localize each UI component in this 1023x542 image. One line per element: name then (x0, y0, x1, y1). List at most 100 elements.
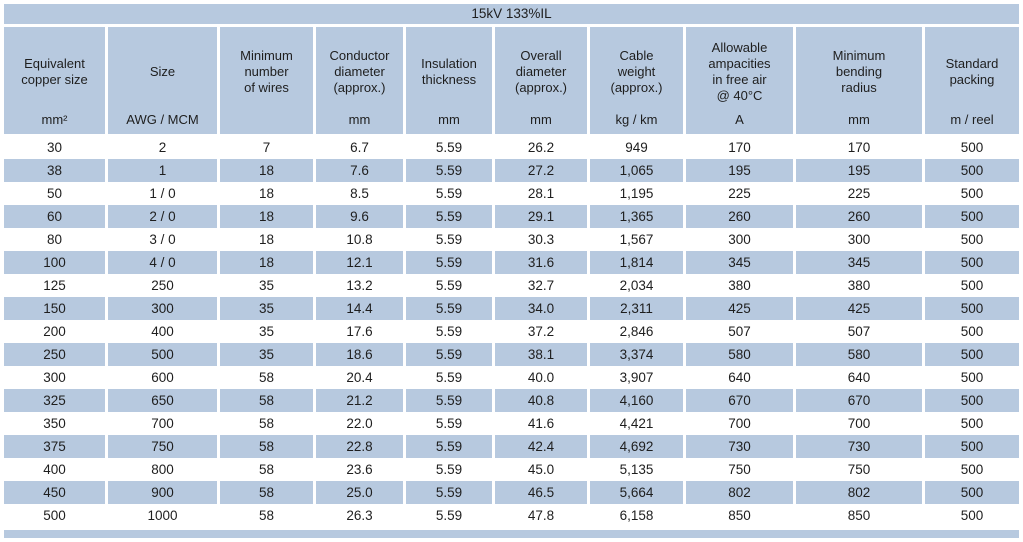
table-cell: 3 / 0 (149, 232, 176, 247)
table-cell: 500 (960, 278, 984, 293)
table-cell: 802 (686, 481, 793, 504)
column-unit: mm (438, 112, 460, 127)
table-cell: 5.59 (435, 186, 463, 201)
table-row: 300 600 58 20.4 5.59 40.0 3,907 640 640 500 (4, 366, 1019, 389)
table-cell: 25.0 (316, 481, 403, 504)
table-cell: 300 (847, 232, 871, 247)
table-cell: 30.3 (527, 232, 555, 247)
table-cell: 250 (4, 343, 105, 366)
table-cell: 450 (4, 481, 105, 504)
table-cell: 26.2 (527, 140, 555, 155)
table-cell: 58 (258, 370, 275, 385)
column-header-5: Insulation thickness mm (406, 27, 492, 134)
column-unit: mm² (41, 112, 68, 127)
table-cell: 345 (796, 251, 922, 274)
table-cell: 100 (4, 251, 105, 274)
column-unit (220, 112, 313, 134)
table-cell: 260 (796, 205, 922, 228)
table-cell: 5,664 (590, 481, 683, 504)
table-cell: 125 (43, 278, 66, 293)
table-cell: 60 (4, 205, 105, 228)
table-row: 150 300 35 14.4 5.59 34.0 2,311 425 425 500 (4, 297, 1019, 320)
table-cell: 5.59 (435, 508, 463, 523)
table-cell: 5.59 (406, 159, 492, 182)
table-cell: 2,846 (619, 324, 654, 339)
table-cell: 40.0 (527, 370, 555, 385)
table-cell: 6.7 (350, 140, 369, 155)
table-cell: 170 (847, 140, 871, 155)
column-header-9: Minimum bending radius mm (796, 27, 922, 134)
table-cell: 23.6 (346, 462, 373, 477)
table-cell: 1,195 (619, 186, 654, 201)
table-row: 350 700 58 22.0 5.59 41.6 4,421 700 700 500 (4, 412, 1019, 435)
table-cell: 640 (847, 370, 871, 385)
table-cell: 29.1 (495, 205, 587, 228)
table-cell: 5.59 (406, 343, 492, 366)
column-unit: A (735, 112, 744, 127)
table-cell: 4,421 (619, 416, 654, 431)
table-cell: 500 (960, 508, 984, 523)
table-cell: 2 (158, 140, 167, 155)
table-title: 15kV 133%IL (4, 4, 1019, 24)
table-cell: 580 (796, 343, 922, 366)
table-cell: 4,692 (590, 435, 683, 458)
column-unit: mm (848, 112, 870, 127)
table-cell: 34.0 (495, 297, 587, 320)
table-cell: 5.59 (406, 205, 492, 228)
table-cell: 7 (262, 140, 271, 155)
table-cell: 10.8 (346, 232, 373, 247)
bottom-bar (4, 530, 1019, 538)
table-row: 60 2 / 0 18 9.6 5.59 29.1 1,365 260 260 500 (4, 205, 1019, 228)
table-cell: 58 (220, 389, 313, 412)
table-cell: 38 (4, 159, 105, 182)
table-cell: 1,065 (590, 159, 683, 182)
table-cell: 507 (728, 324, 751, 339)
table-cell: 5.59 (435, 140, 463, 155)
table-cell: 350 (43, 416, 66, 431)
table-cell: 58 (258, 416, 275, 431)
table-cell: 5.59 (435, 370, 463, 385)
table-row: 100 4 / 0 18 12.1 5.59 31.6 1,814 345 345 500 (4, 251, 1019, 274)
table-row: 200 400 35 17.6 5.59 37.2 2,846 507 507 500 (4, 320, 1019, 343)
table-cell: 18 (258, 186, 275, 201)
table-cell: 22.8 (316, 435, 403, 458)
table-cell: 5.59 (406, 435, 492, 458)
table-cell: 35 (220, 343, 313, 366)
table-cell: 195 (686, 159, 793, 182)
column-header-7: Cable weight (approx.) kg / km (590, 27, 683, 134)
column-unit: mm (530, 112, 552, 127)
table-row: 400 800 58 23.6 5.59 45.0 5,135 750 750 500 (4, 458, 1019, 481)
table-cell: 5.59 (406, 481, 492, 504)
table-cell: 750 (108, 435, 217, 458)
column-label: Size (149, 63, 176, 79)
table-cell: 750 (728, 462, 751, 477)
table-row: 325 650 58 21.2 5.59 40.8 4,160 670 670 500 (4, 389, 1019, 412)
column-header-6: Overall diameter (approx.) mm (495, 27, 587, 134)
table-cell: 58 (220, 481, 313, 504)
table-cell: 1 / 0 (149, 186, 176, 201)
table-cell: 375 (4, 435, 105, 458)
table-cell: 6,158 (619, 508, 654, 523)
table-cell: 500 (925, 205, 1019, 228)
table-cell: 400 (43, 462, 66, 477)
table-cell: 195 (796, 159, 922, 182)
table-cell: 300 (108, 297, 217, 320)
table-row: 30 2 7 6.7 5.59 26.2 949 170 170 500 (4, 136, 1019, 159)
table-cell: 500 (960, 186, 984, 201)
table-cell: 35 (220, 297, 313, 320)
table-cell: 2,311 (590, 297, 683, 320)
table-cell: 580 (686, 343, 793, 366)
table-row: 375 750 58 22.8 5.59 42.4 4,692 730 730 500 (4, 435, 1019, 458)
table-cell: 500 (960, 140, 984, 155)
column-label: Standard packing (945, 55, 999, 87)
table-row: 500 1000 58 26.3 5.59 47.8 6,158 850 850 500 (4, 504, 1019, 527)
column-label: Minimum number of wires (240, 47, 293, 95)
table-cell: 5.59 (435, 324, 463, 339)
table-cell: 42.4 (495, 435, 587, 458)
table-cell: 500 (108, 343, 217, 366)
column-header-2: Size AWG / MCM (108, 27, 217, 134)
table-cell: 35 (258, 278, 275, 293)
table-cell: 500 (43, 508, 66, 523)
column-header-10: Standard packing m / reel (925, 27, 1019, 134)
